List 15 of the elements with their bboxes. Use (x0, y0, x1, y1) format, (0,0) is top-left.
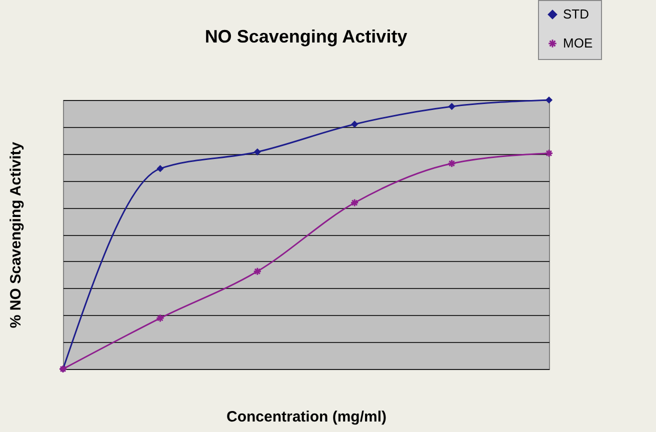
point (351, 120, 358, 128)
y-axis-title: % NO Scavenging Activity (8, 141, 24, 328)
point (350, 198, 359, 208)
point (253, 267, 262, 276)
point (545, 96, 553, 104)
point (544, 148, 554, 158)
chart-title: NO Scavenging Activity (204, 26, 408, 46)
legend-label: STD (563, 6, 589, 22)
x-axis-title: Concentration (mg/ml) (226, 408, 386, 426)
legend-label: MOE (563, 36, 593, 50)
point (156, 165, 164, 172)
point (448, 102, 456, 110)
point (448, 159, 456, 168)
point (156, 314, 164, 322)
point (254, 148, 261, 156)
